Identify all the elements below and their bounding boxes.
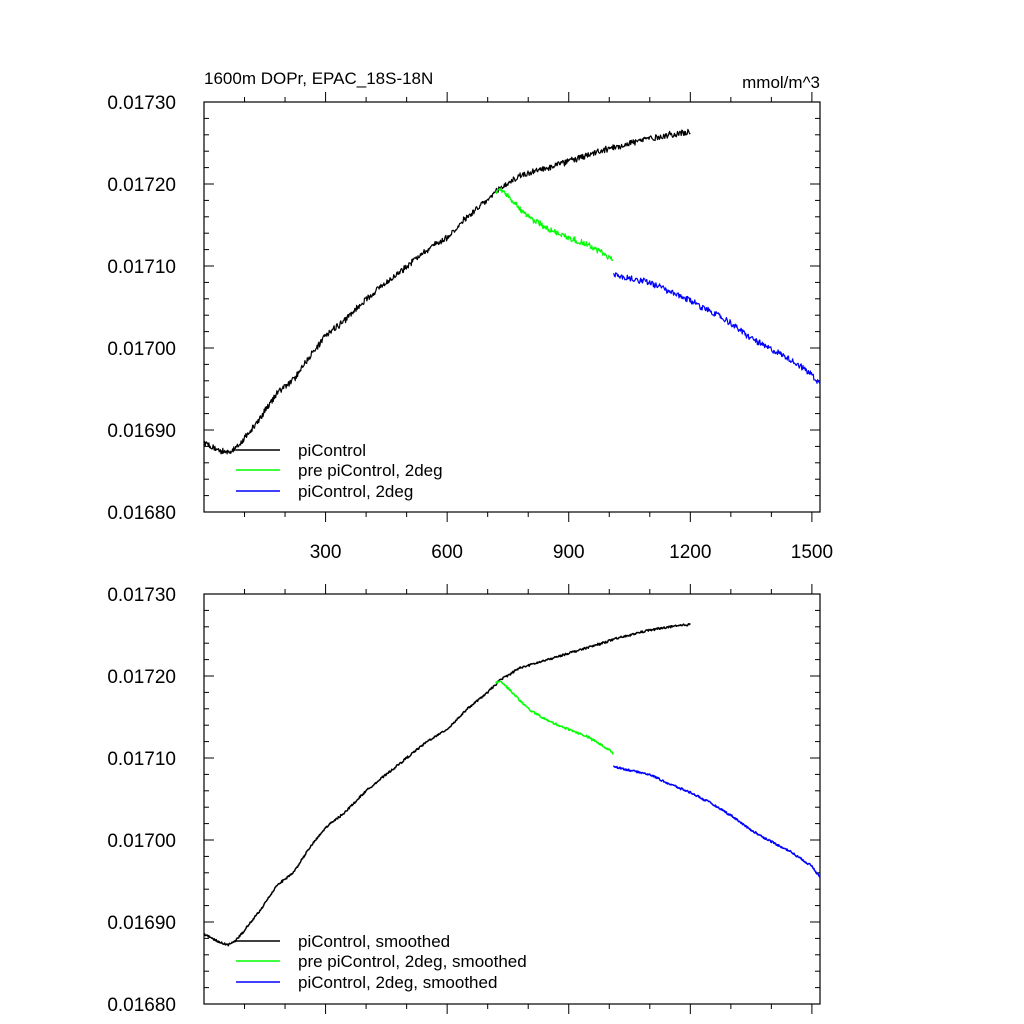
legend-label-pre-picontrol-2deg-smoothed: pre piControl, 2deg, smoothed bbox=[298, 952, 527, 971]
legend-label-pre-picontrol-2deg: pre piControl, 2deg bbox=[298, 461, 443, 480]
y-tick-label: 0.01690 bbox=[107, 421, 176, 442]
series-line-1 bbox=[495, 187, 614, 262]
top-y-tick-labels: 0.01680 0.01690 0.01700 0.01710 0.01720 … bbox=[107, 93, 176, 524]
series-line-0 bbox=[203, 623, 691, 947]
y-tick-label: 0.01680 bbox=[107, 995, 176, 1016]
y-tick-label: 0.01690 bbox=[107, 913, 176, 934]
bottom-panel: 0.01680 0.01690 0.01700 0.01710 0.01720 … bbox=[107, 584, 821, 1016]
x-tick-label: 300 bbox=[310, 542, 342, 563]
bottom-series-lines bbox=[203, 623, 821, 947]
y-tick-label: 0.01710 bbox=[107, 749, 176, 770]
y-tick-label: 0.01730 bbox=[107, 93, 176, 114]
series-line-0 bbox=[203, 128, 691, 455]
top-x-tick-labels: 300 600 900 1200 1500 bbox=[310, 542, 833, 563]
y-tick-label: 0.01710 bbox=[107, 257, 176, 278]
x-tick-label: 1500 bbox=[791, 542, 833, 563]
y-tick-label: 0.01720 bbox=[107, 667, 176, 688]
x-tick-label: 900 bbox=[553, 542, 585, 563]
legend-label-picontrol: piControl bbox=[298, 441, 366, 460]
top-axis-ticks bbox=[204, 92, 820, 522]
y-tick-label: 0.01680 bbox=[107, 503, 176, 524]
legend-label-picontrol-2deg-smoothed: piControl, 2deg, smoothed bbox=[298, 973, 497, 992]
units-label: mmol/m^3 bbox=[742, 73, 820, 92]
chart-title: 1600m DOPr, EPAC_18S-18N bbox=[204, 69, 433, 88]
legend-label-picontrol-smoothed: piControl, smoothed bbox=[298, 932, 450, 951]
top-legend: piControl pre piControl, 2deg piControl,… bbox=[236, 441, 443, 501]
top-plot-frame bbox=[203, 101, 821, 513]
y-tick-label: 0.01730 bbox=[107, 585, 176, 606]
series-line-1 bbox=[495, 680, 614, 755]
y-tick-label: 0.01700 bbox=[107, 831, 176, 852]
series-line-2 bbox=[613, 765, 821, 878]
x-tick-label: 600 bbox=[431, 542, 463, 563]
top-panel: 1600m DOPr, EPAC_18S-18N mmol/m^3 0.0168… bbox=[107, 69, 833, 563]
bottom-axis-ticks bbox=[204, 584, 820, 1014]
legend-label-picontrol-2deg: piControl, 2deg bbox=[298, 482, 413, 501]
top-series-lines bbox=[203, 128, 821, 455]
x-tick-label: 1200 bbox=[669, 542, 711, 563]
bottom-legend: piControl, smoothed pre piControl, 2deg,… bbox=[236, 932, 527, 992]
y-tick-label: 0.01720 bbox=[107, 175, 176, 196]
bottom-y-tick-labels: 0.01680 0.01690 0.01700 0.01710 0.01720 … bbox=[107, 585, 176, 1016]
bottom-plot-frame bbox=[203, 593, 821, 1005]
y-tick-label: 0.01700 bbox=[107, 339, 176, 360]
series-line-2 bbox=[612, 272, 821, 385]
